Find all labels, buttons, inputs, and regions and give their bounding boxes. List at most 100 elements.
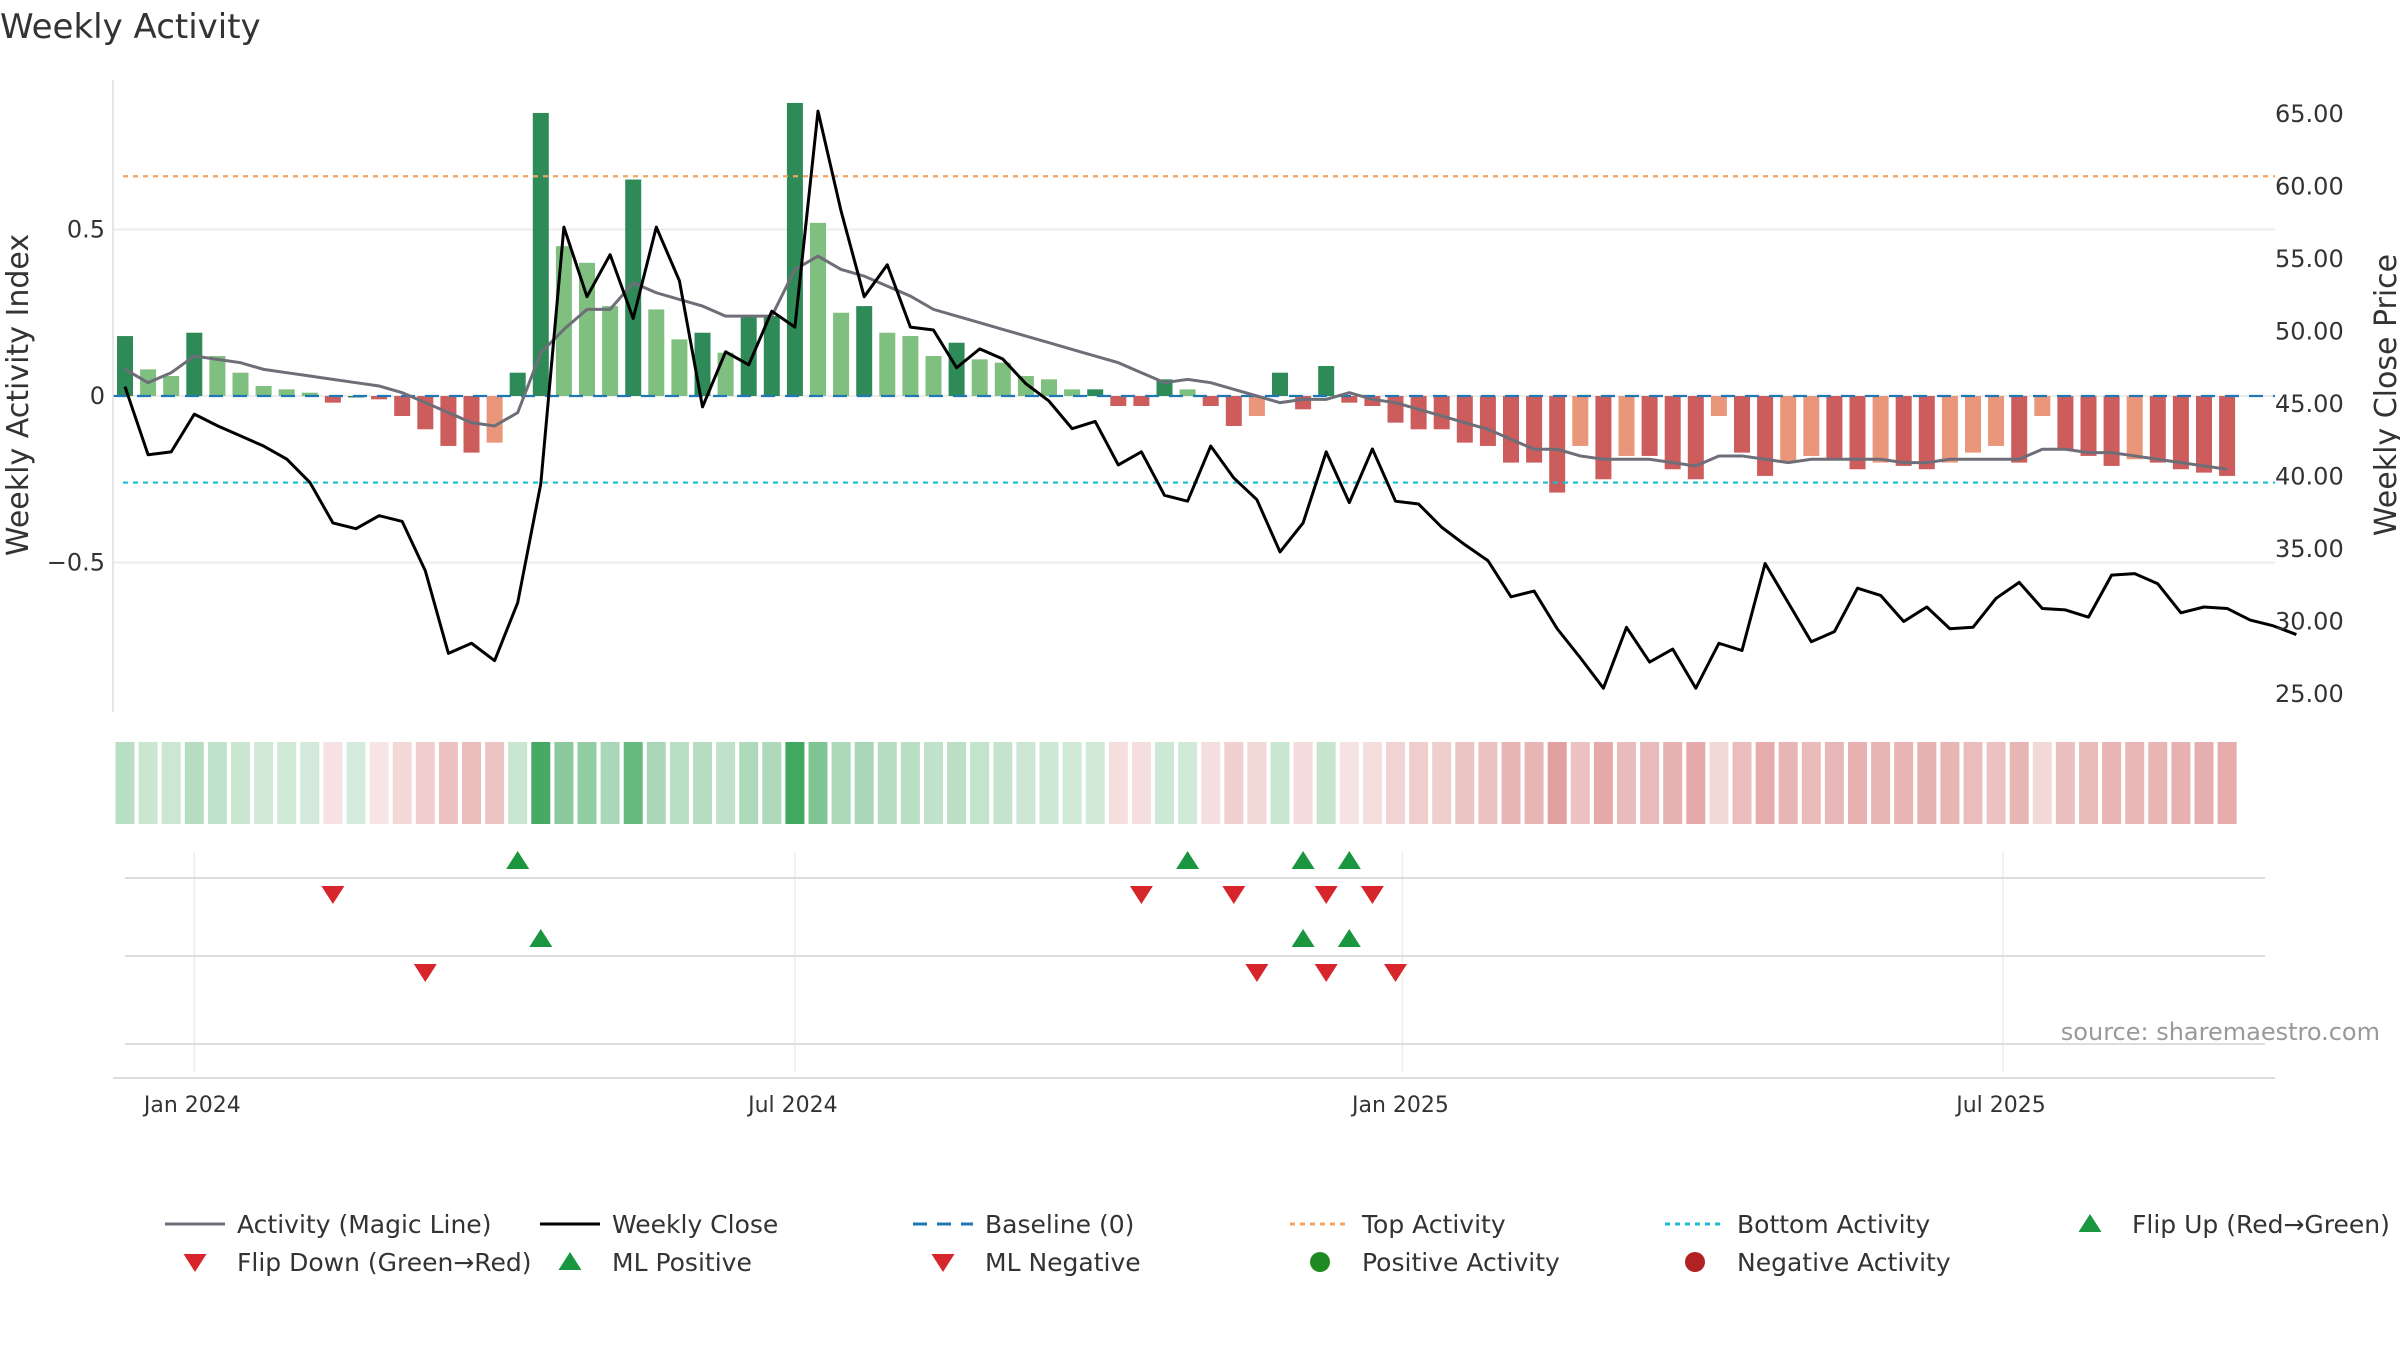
activity-bar <box>1410 396 1427 430</box>
activity-bar <box>1941 396 1958 463</box>
heat-cell <box>2217 742 2237 824</box>
ml-positive-marker <box>529 929 553 947</box>
ml-negative-marker <box>413 964 437 982</box>
activity-bar <box>2011 396 2028 463</box>
activity-bar <box>163 376 180 396</box>
y-right-tick-label: 30.00 <box>2275 608 2344 636</box>
heat-cell <box>1270 742 1290 824</box>
heat-cell <box>462 742 481 824</box>
heat-cell <box>669 742 689 824</box>
activity-bar <box>1549 396 1566 493</box>
heat-cell <box>831 742 851 824</box>
heat-cell <box>300 742 320 824</box>
activity-bar <box>186 332 203 396</box>
activity-bar <box>1641 396 1658 456</box>
activity-bar <box>648 309 665 396</box>
activity-bar <box>2149 396 2166 463</box>
flip-down-marker <box>1222 886 1246 904</box>
activity-bar <box>2219 396 2236 476</box>
heat-cell <box>1524 742 1544 824</box>
activity-bar <box>1387 396 1404 423</box>
heat-cell <box>184 742 204 824</box>
heat-cell <box>877 742 897 824</box>
y-right-tick-label: 65.00 <box>2275 100 2344 128</box>
activity-bar <box>1087 389 1104 396</box>
heat-cell <box>1293 742 1313 824</box>
activity-bar <box>1133 396 1150 406</box>
ml-negative-marker <box>1384 964 1407 982</box>
heat-cell <box>508 742 528 824</box>
activity-bar <box>1757 396 1774 476</box>
activity-bar <box>902 336 919 396</box>
legend-symbol <box>2078 1214 2102 1232</box>
ml-negative-marker <box>1245 964 1269 982</box>
flip-down-marker <box>321 886 345 904</box>
activity-bar <box>1595 396 1612 480</box>
legend-label: Negative Activity <box>1737 1248 1951 1277</box>
activity-bar <box>1572 396 1589 446</box>
ml-positive-marker <box>1291 929 1315 947</box>
activity-bar <box>371 396 388 400</box>
y-axis-label-right: Weekly Close Price <box>2369 254 2400 536</box>
activity-bar <box>532 112 549 396</box>
heat-cell <box>693 742 712 824</box>
heat-cell <box>1362 742 1382 824</box>
weekly-close-line <box>123 109 2297 690</box>
flip-up-marker <box>1337 851 1361 869</box>
heat-cell <box>577 742 597 824</box>
legend-label: Bottom Activity <box>1737 1210 1930 1239</box>
heat-cell <box>1455 742 1475 824</box>
activity-bar <box>786 102 803 397</box>
activity-bar <box>1064 389 1081 396</box>
activity-bar <box>486 396 503 443</box>
heat-cell <box>1478 742 1498 824</box>
legend-label: Activity (Magic Line) <box>237 1210 491 1239</box>
legend-symbol <box>1685 1252 1705 1272</box>
activity-bar <box>1503 396 1519 463</box>
heat-cell <box>970 742 990 824</box>
legend-label: Baseline (0) <box>985 1210 1134 1239</box>
heat-cell <box>993 742 1013 824</box>
activity-bar <box>671 339 688 396</box>
heat-cell <box>1617 742 1636 824</box>
flip-down-marker <box>1360 886 1384 904</box>
x-tick-label: Jul 2025 <box>1954 1093 2046 1118</box>
activity-bar <box>1479 396 1496 446</box>
activity-bar <box>440 396 457 446</box>
y-right-tick-label: 50.00 <box>2275 318 2344 346</box>
heat-cell <box>1131 742 1151 824</box>
heat-cell <box>1663 742 1683 824</box>
y-right-tick-label: 45.00 <box>2275 390 2344 418</box>
heat-cell <box>1016 742 1036 824</box>
heat-cell <box>254 742 274 824</box>
heat-cell <box>1824 742 1844 824</box>
heat-cell <box>854 742 874 824</box>
heat-cell <box>600 742 620 824</box>
heat-cell <box>207 742 227 824</box>
activity-bar <box>602 306 619 396</box>
activity-bar <box>579 262 595 396</box>
activity-bar <box>2172 396 2189 470</box>
activity-bar <box>1341 396 1358 403</box>
activity-bar <box>925 356 942 396</box>
heat-cell <box>2009 742 2029 824</box>
activity-bar <box>324 396 341 403</box>
legend-symbol <box>931 1254 955 1272</box>
activity-bar <box>2196 396 2212 473</box>
activity-bar <box>1110 396 1127 406</box>
legend-label: Positive Activity <box>1362 1248 1560 1277</box>
heat-cell <box>1085 742 1105 824</box>
x-tick-label: Jan 2025 <box>1350 1093 1449 1118</box>
activity-bar <box>301 392 318 396</box>
heat-cell <box>1894 742 1914 824</box>
heat-cell <box>623 742 643 824</box>
activity-bar <box>1895 396 1912 466</box>
heat-cell <box>646 742 666 824</box>
heat-cell <box>2148 742 2168 824</box>
heat-cell <box>2079 742 2098 824</box>
activity-bar <box>879 332 896 396</box>
legend-label: Weekly Close <box>612 1210 778 1239</box>
activity-bar <box>394 396 411 416</box>
activity-bar <box>994 362 1011 396</box>
heat-cell <box>1917 742 1937 824</box>
